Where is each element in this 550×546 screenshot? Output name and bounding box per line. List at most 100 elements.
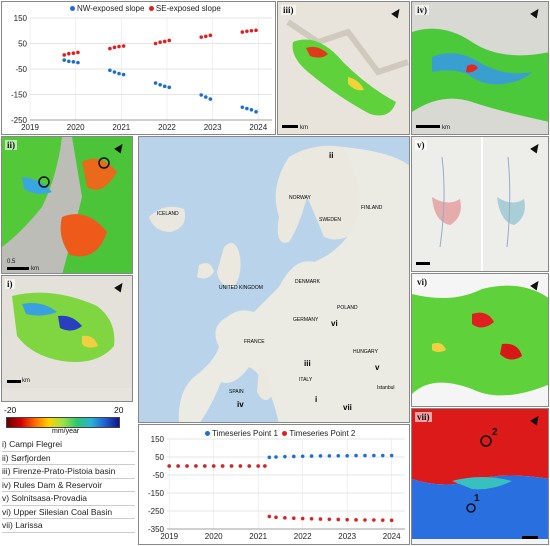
data-point-series-1 (309, 454, 314, 458)
site-list: i) Campi Flegrei ii) Sørfjorden iii) Fir… (2, 438, 135, 533)
x-tick-label: 2022 (158, 123, 176, 132)
scale-unit: km (442, 125, 450, 131)
data-point-series-1 (372, 453, 376, 458)
data-point-series-2 (67, 51, 71, 56)
legend-p2-label: Timeseries Point 2 (289, 429, 356, 438)
map-place: DENMARK (295, 279, 321, 285)
scale-unit: km (300, 125, 308, 131)
panel-vi-label: vi) (415, 277, 429, 287)
data-point-series-1 (162, 84, 167, 89)
data-point-series-2 (211, 464, 216, 468)
data-point-series-2 (363, 518, 367, 522)
data-point-series-2 (309, 516, 314, 521)
data-point-series-2 (336, 517, 341, 522)
data-point-series-2 (203, 464, 207, 468)
data-point-series-2 (167, 38, 172, 43)
map-place: SWEDEN (319, 217, 341, 223)
panel-i-map: i) km (1, 275, 133, 402)
data-point-series-1 (67, 59, 71, 64)
y-tick-label: -50 (152, 471, 164, 480)
y-tick-label: -150 (148, 489, 165, 498)
scale-unit: km (22, 378, 30, 384)
panel-vii-map: vii) 2 1 (411, 408, 549, 545)
data-point-series-2 (267, 514, 272, 519)
site-item: iv) Rules Dam & Reservoir (2, 479, 135, 492)
colorbar-min: -20 (4, 405, 17, 415)
map-place: ITALY (299, 377, 313, 383)
map-place: UNITED KINGDOM (219, 285, 263, 291)
y-tick-label: 50 (18, 40, 27, 49)
data-point-series-1 (76, 60, 80, 65)
map-place: FRANCE (244, 339, 265, 345)
data-point-series-2 (389, 518, 394, 523)
data-point-series-1 (240, 105, 245, 110)
legend-nw-label: NW-exposed slope (77, 4, 145, 13)
data-point-series-1 (283, 454, 287, 459)
x-tick-label: 2024 (249, 123, 267, 132)
panel-v-label: v) (415, 140, 427, 150)
data-point-series-1 (345, 453, 349, 458)
data-point-series-2 (167, 464, 172, 468)
data-point-series-2 (208, 33, 213, 38)
data-point-series-1 (336, 453, 341, 458)
y-tick-label: -50 (15, 65, 27, 74)
scale-bar (7, 380, 21, 383)
data-point-series-2 (245, 29, 249, 34)
y-tick-label: 150 (14, 14, 28, 23)
data-point-series-2 (240, 30, 245, 34)
data-point-series-2 (158, 40, 162, 45)
y-tick-label: -250 (11, 116, 28, 125)
data-point-series-1 (354, 453, 358, 458)
x-tick-label: 2023 (338, 532, 356, 541)
data-point-series-1 (327, 454, 332, 458)
map-marker-vii: vii (343, 403, 352, 412)
data-point-series-2 (300, 516, 305, 521)
data-point-series-1 (71, 60, 76, 64)
site-item: ii) Sørfjorden (2, 452, 135, 465)
scale-bar (416, 262, 430, 265)
panel-ii-label: ii) (5, 140, 17, 150)
data-point-series-2 (176, 464, 180, 468)
data-point-series-1 (267, 455, 272, 460)
data-point-series-2 (229, 464, 234, 468)
panel-v-map: v) (411, 136, 549, 272)
panel-vi-art (412, 274, 548, 406)
legend-dot-p2 (282, 431, 288, 437)
data-point-series-2 (380, 518, 385, 522)
data-point-series-1 (380, 453, 385, 458)
data-point-series-2 (354, 518, 358, 522)
legend-se-label: SE-exposed slope (155, 4, 221, 13)
map-place: Istanbul (377, 385, 395, 391)
panel-vi-map: vi) (411, 273, 549, 407)
data-point-series-2 (327, 517, 332, 522)
y-tick-label: -250 (148, 507, 165, 516)
map-place: GERMANY (293, 317, 319, 323)
chart-slopes-panel: NW-exposed slope SE-exposed slope 150 50 -… (1, 1, 276, 135)
panel-v-art (412, 137, 548, 271)
data-point-series-1 (249, 108, 254, 112)
data-point-series-2 (203, 34, 208, 39)
point-1-label: 1 (474, 493, 480, 504)
panel-iii-map: iii) km (277, 1, 410, 135)
data-point-series-1 (318, 454, 323, 458)
x-tick-label: 2020 (67, 123, 85, 132)
data-point-series-2 (121, 44, 126, 48)
colorbar-max: 20 (114, 405, 124, 415)
y-tick-label: -350 (148, 525, 165, 534)
europe-map-art (139, 137, 409, 422)
site-item: iii) Firenze-Prato-Pistoia basin (2, 465, 135, 479)
point-2-label: 2 (492, 427, 498, 438)
panel-iv-art (412, 2, 548, 134)
map-place: NORWAY (289, 195, 311, 201)
scale-value-ii: 0.5 (7, 259, 16, 265)
chart-slopes-legend: NW-exposed slope SE-exposed slope (70, 4, 221, 13)
data-point-series-2 (283, 516, 287, 520)
data-point-series-1 (300, 454, 305, 459)
y-tick-label: 150 (151, 435, 165, 444)
europe-map: ii vi iii v iv i vii ICELAND NORWAY SWED… (138, 136, 410, 423)
map-marker-ii: ii (329, 151, 334, 160)
panel-vii-label: vii) (415, 412, 432, 422)
data-point-series-2 (199, 35, 204, 39)
data-point-series-1 (208, 97, 213, 101)
map-place: ICELAND (157, 211, 179, 217)
